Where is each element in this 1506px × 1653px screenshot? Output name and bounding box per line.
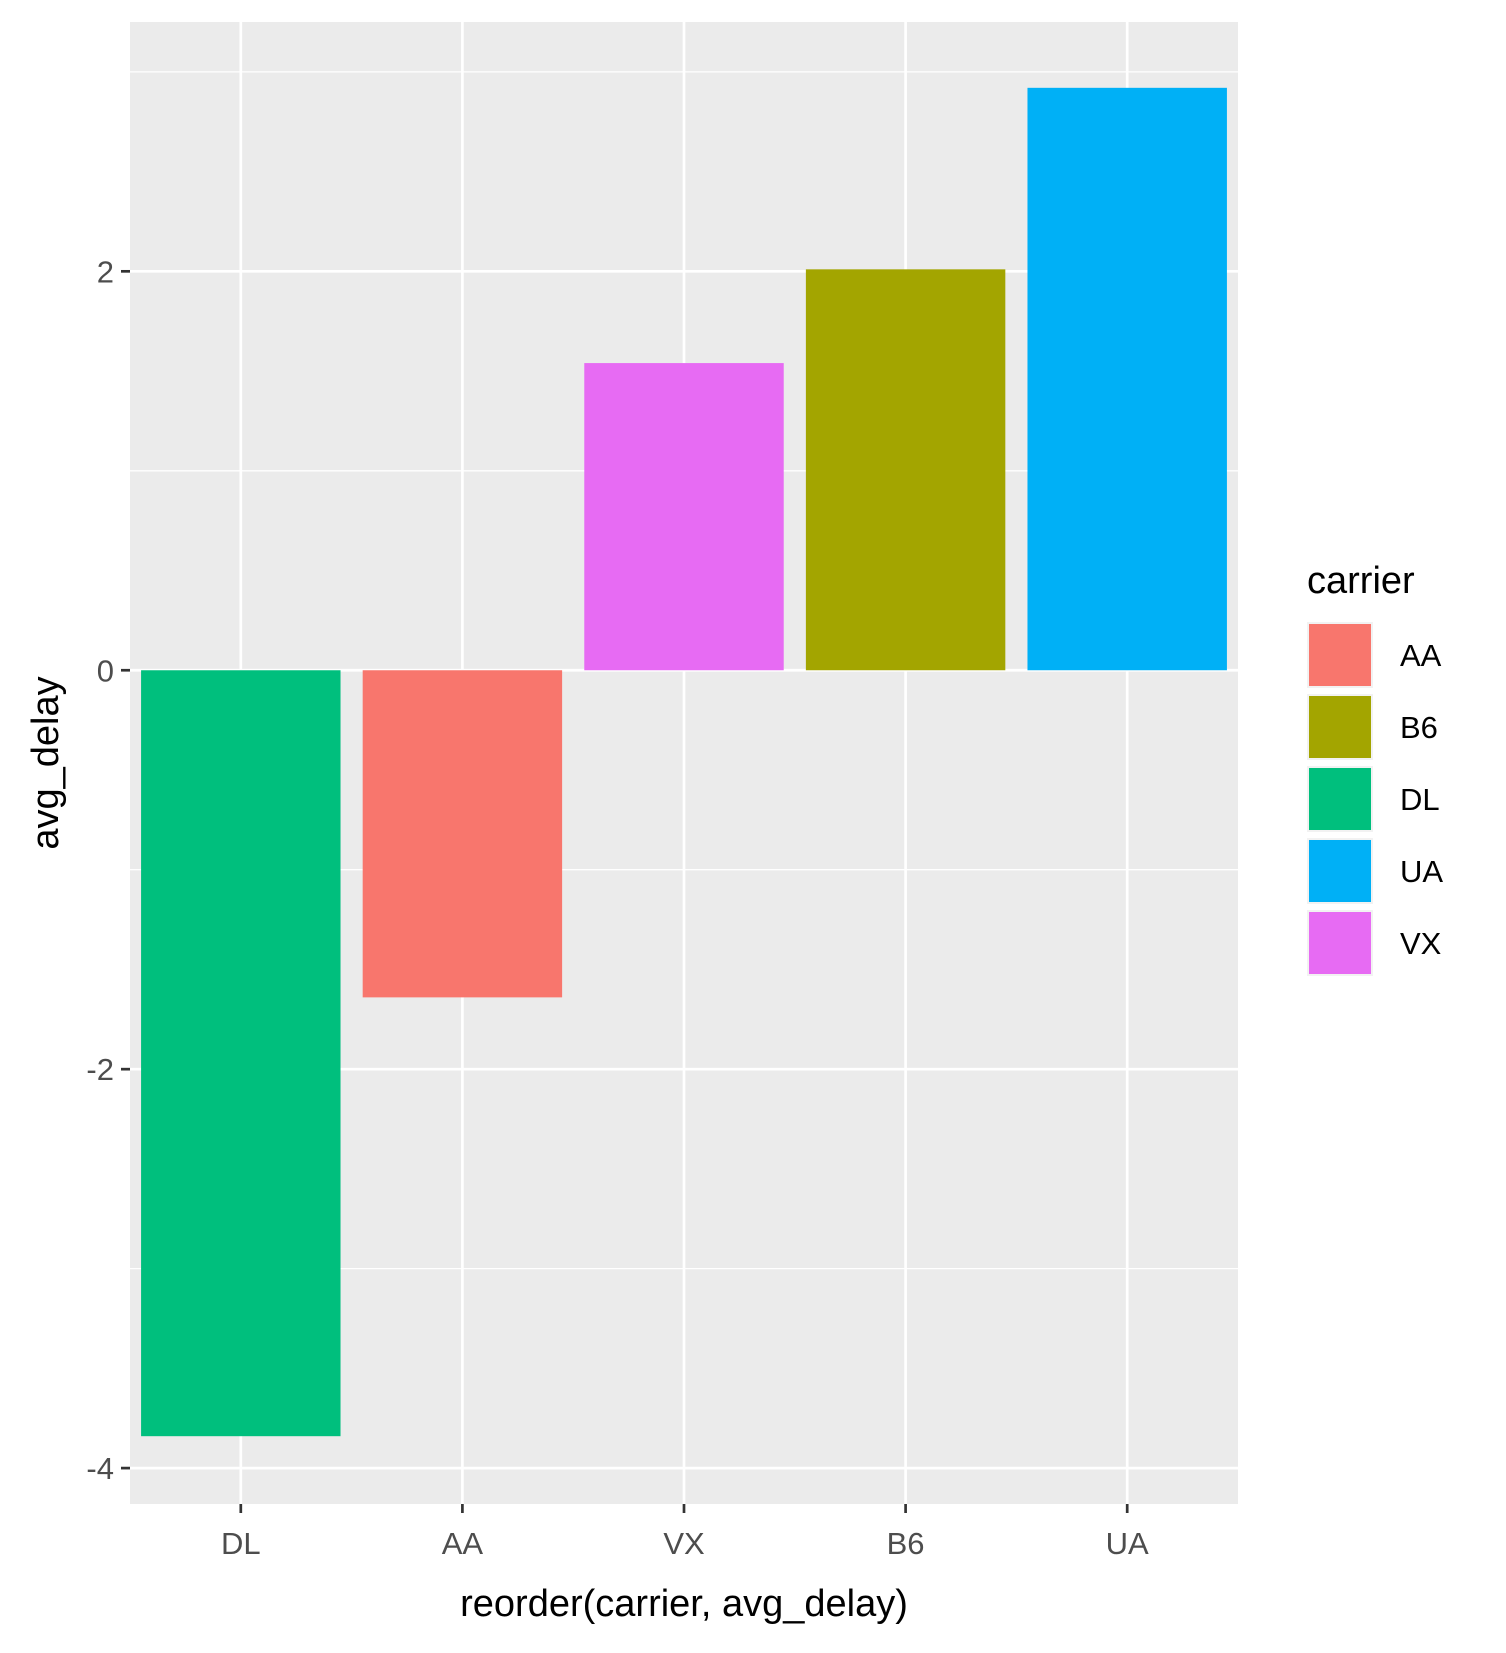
legend-label-dl: DL [1400, 782, 1440, 817]
legend-key-b6 [1309, 696, 1371, 758]
y-axis-title: avg_delay [25, 676, 67, 849]
bar-vx [584, 363, 784, 671]
bars [141, 87, 1227, 1437]
x-tick-label: DL [221, 1526, 261, 1561]
legend-label-ua: UA [1400, 854, 1443, 889]
y-tick-label: -2 [86, 1052, 114, 1087]
y-tick-label: 0 [97, 653, 114, 688]
legend-label-b6: B6 [1400, 710, 1438, 745]
x-axis-title: reorder(carrier, avg_delay) [460, 1583, 908, 1625]
x-tick-label: UA [1106, 1526, 1149, 1561]
x-tick-label: B6 [887, 1526, 925, 1561]
x-tick-label: AA [442, 1526, 484, 1561]
bar-dl [141, 670, 341, 1437]
legend: carrier AA B6 DL UA VX [1307, 560, 1443, 976]
legend-title: carrier [1307, 560, 1415, 602]
legend-key-dl [1309, 768, 1371, 830]
legend-key-vx [1309, 912, 1371, 974]
y-tick-label: 2 [97, 254, 114, 289]
y-tick-label: -4 [86, 1451, 114, 1486]
bar-b6 [805, 269, 1006, 671]
bar-aa [362, 670, 563, 998]
y-axis: -4 -2 0 2 [86, 254, 130, 1486]
legend-label-vx: VX [1400, 926, 1442, 961]
legend-key-aa [1309, 624, 1371, 686]
legend-key-ua [1309, 840, 1371, 902]
bar-ua [1027, 87, 1227, 671]
x-axis: DL AA VX B6 UA [221, 1504, 1149, 1561]
legend-label-aa: AA [1400, 638, 1442, 673]
x-tick-label: VX [663, 1526, 705, 1561]
